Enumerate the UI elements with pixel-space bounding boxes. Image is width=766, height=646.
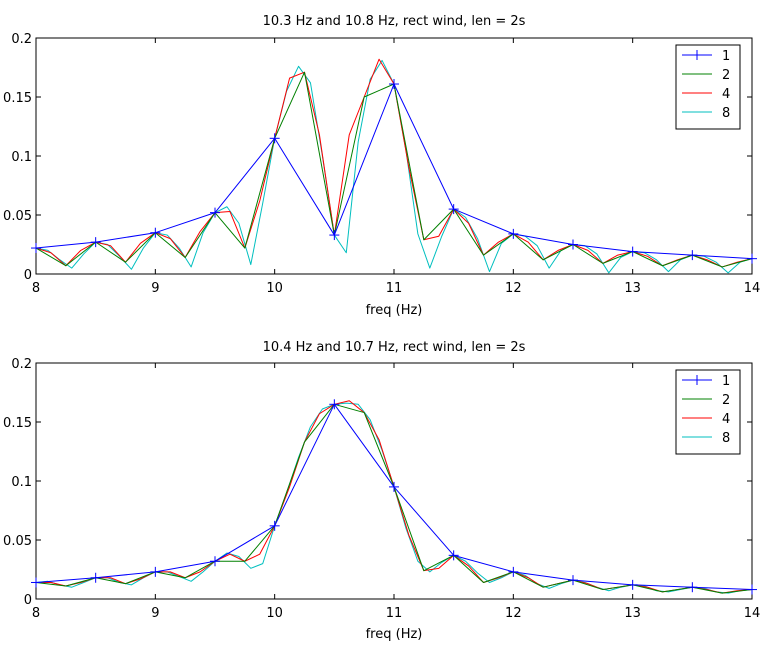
chart-top-xtick-label: 11: [386, 281, 403, 296]
chart-top-legend: 1 2 4 8: [675, 44, 741, 130]
chart-bottom-xtick-label: 8: [32, 606, 40, 621]
chart-bottom-xtick-label: 14: [744, 606, 761, 621]
chart-bottom-legend-label: 4: [722, 412, 730, 427]
chart-top-ytick-label: 0.05: [3, 209, 32, 224]
chart-top-ytick-label: 0.1: [11, 150, 32, 165]
chart-top-series-1-point: [747, 253, 757, 264]
chart-top-legend-box: [675, 44, 741, 130]
chart-top-xtick-label: 10: [266, 281, 283, 296]
chart-bottom-ytick-label: 0.05: [3, 534, 32, 549]
chart-bottom-series-1-point: [90, 572, 101, 583]
chart-top-legend-item: 2: [682, 68, 730, 83]
chart-top-ytick-label: 0: [24, 268, 32, 283]
chart-top-series-1-point: [448, 204, 459, 215]
chart-top-series-1-point: [389, 79, 399, 90]
chart-top-legend-item: 4: [682, 87, 730, 102]
chart-bottom-legend-label: 1: [722, 374, 730, 389]
chart-bottom-series-1-point: [687, 582, 698, 593]
chart-bottom-series-1-point: [329, 399, 340, 410]
chart-top-series-1-point: [210, 207, 220, 218]
chart-bottom-legend-label: 2: [722, 393, 730, 408]
chart-top-series-1-point: [687, 250, 698, 261]
chart-bottom-title: 10.4 Hz and 10.7 Hz, rect wind, len = 2s: [263, 340, 526, 355]
chart-bottom: 10.4 Hz and 10.7 Hz, rect wind, len = 2s…: [3, 340, 760, 642]
chart-bottom-legend-label: 8: [722, 431, 730, 446]
chart-top-xtick-label: 13: [624, 281, 641, 296]
chart-top-series-1-point: [568, 239, 578, 250]
chart-top-xlabel: freq (Hz): [366, 303, 423, 318]
chart-top-legend-label: 2: [722, 68, 730, 83]
chart-bottom-legend: 1 2 4 8: [675, 369, 741, 455]
chart-top-series-1-point: [269, 133, 280, 144]
chart-bottom-xtick-label: 10: [266, 606, 283, 621]
chart-top-series-1-point: [90, 237, 101, 248]
chart-top-plot-box: [35, 37, 753, 275]
chart-bottom-series-1-point: [448, 550, 459, 561]
chart-bottom-series-1-point: [269, 520, 280, 531]
chart-bottom-plot-box: [35, 362, 753, 600]
chart-bottom-series-1-point: [747, 584, 757, 595]
chart-top-title: 10.3 Hz and 10.8 Hz, rect wind, len = 2s: [263, 14, 526, 29]
chart-bottom-legend-item: 1: [682, 374, 730, 389]
chart-bottom-series-1-point: [210, 556, 220, 567]
chart-bottom-xlabel: freq (Hz): [366, 627, 423, 642]
chart-bottom-legend-item: 2: [682, 393, 730, 408]
chart-bottom-xtick-label: 11: [386, 606, 403, 621]
chart-bottom-series-1-point: [150, 566, 161, 577]
chart-bottom-series-1-point: [389, 481, 399, 492]
chart-top-legend-label: 4: [722, 87, 730, 102]
chart-top-xtick-label: 12: [505, 281, 522, 296]
chart-top-legend-label: 8: [722, 106, 730, 121]
chart-top-ytick-label: 0.2: [11, 32, 32, 47]
chart-top-xtick-label: 14: [744, 281, 761, 296]
chart-bottom-legend-item: 8: [682, 431, 730, 446]
chart-bottom-series-1-point: [627, 579, 638, 590]
chart-top-legend-label: 1: [722, 49, 730, 64]
chart-bottom-series-1-point: [568, 575, 578, 586]
chart-top-legend-item: 1: [682, 49, 730, 64]
chart-bottom-xtick-label: 13: [624, 606, 641, 621]
chart-bottom-series: [31, 399, 757, 595]
chart-top-series-1-point: [329, 230, 340, 241]
chart-top-series: [31, 58, 757, 274]
chart-top-xtick-label: 9: [151, 281, 159, 296]
chart-top: 10.3 Hz and 10.8 Hz, rect wind, len = 2s…: [3, 14, 760, 318]
chart-bottom-series-1-point: [31, 577, 41, 588]
chart-bottom-ytick-label: 0.15: [3, 416, 32, 431]
chart-bottom-xtick-label: 12: [505, 606, 522, 621]
chart-top-ytick-label: 0.15: [3, 91, 32, 106]
chart-top-series-1-point: [627, 246, 638, 257]
chart-bottom-series-1-point: [508, 566, 519, 577]
chart-bottom-xtick-label: 9: [151, 606, 159, 621]
chart-bottom-ytick-label: 0: [24, 593, 32, 608]
chart-top-series-1-point: [508, 228, 519, 239]
chart-top-legend-item: 8: [682, 106, 730, 121]
chart-bottom-legend-box: [675, 369, 741, 455]
chart-top-xtick-label: 8: [32, 281, 40, 296]
chart-top-series-1-point: [150, 227, 161, 238]
chart-top-series-1-point: [31, 243, 41, 254]
chart-bottom-legend-item: 4: [682, 412, 730, 427]
chart-bottom-ytick-label: 0.1: [11, 475, 32, 490]
chart-bottom-ytick-label: 0.2: [11, 357, 32, 372]
